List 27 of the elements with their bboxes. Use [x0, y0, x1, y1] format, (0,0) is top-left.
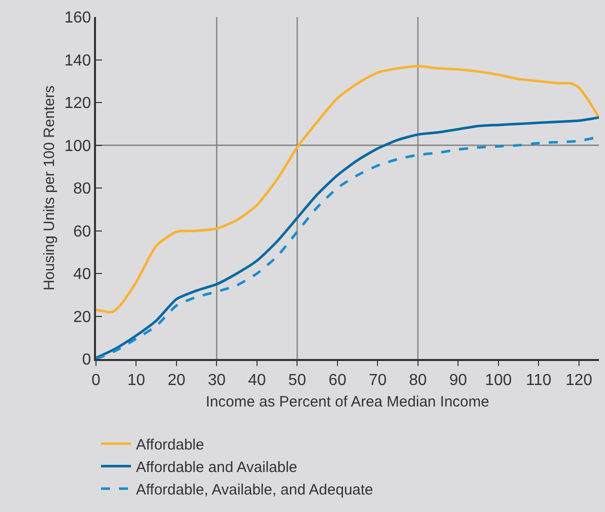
- x-tick-label: 20: [168, 372, 186, 389]
- y-tick-label: 120: [64, 95, 92, 112]
- x-tick-label: 100: [485, 372, 512, 389]
- y-tick-label: 160: [64, 10, 92, 27]
- line-series: [96, 64, 599, 314]
- x-tick-label: 110: [526, 372, 552, 389]
- y-tick-label: 20: [73, 308, 92, 326]
- y-axis-title: Housing Units per 100 Renters: [41, 85, 58, 291]
- legend-label: Affordable, Available, and Adequate: [136, 482, 374, 498]
- x-tick-label: 90: [449, 372, 468, 389]
- y-tick-label: 0: [82, 352, 92, 369]
- y-tick-label: 140: [64, 52, 92, 70]
- x-tick-label: 60: [328, 372, 346, 389]
- legend-label: Affordable: [136, 436, 204, 454]
- x-tick-label: 50: [288, 372, 306, 389]
- x-tick-label: 70: [368, 372, 387, 389]
- x-axis-title: Income as Percent of Area Median Income: [206, 393, 490, 410]
- x-tick-label: 10: [127, 372, 146, 389]
- legend-label: Affordable and Available: [136, 459, 298, 476]
- y-tick-label: 80: [73, 180, 92, 198]
- x-tick-label: 80: [409, 372, 427, 389]
- x-tick-label: 40: [248, 372, 266, 389]
- y-tick-label: 40: [73, 266, 92, 284]
- x-tick-label: 120: [566, 372, 592, 389]
- y-tick-label: 60: [73, 223, 92, 240]
- x-tick-label: 30: [208, 372, 226, 389]
- y-tick-label: 100: [64, 138, 92, 155]
